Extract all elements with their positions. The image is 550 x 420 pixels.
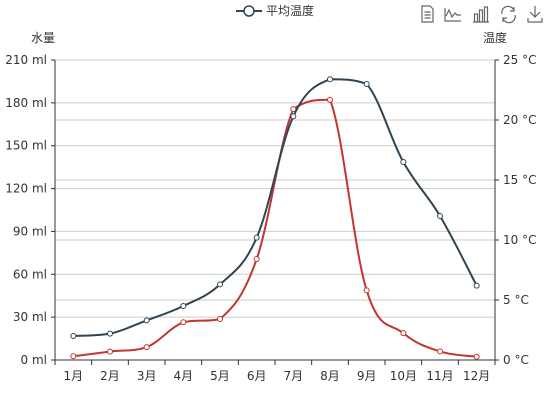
data-point-temperature[interactable] xyxy=(217,281,223,288)
data-point-water[interactable] xyxy=(473,353,480,360)
series-line-water xyxy=(73,98,477,358)
y-left-tick-label: 120 ml xyxy=(5,182,47,196)
y-right-tick-label: 25 °C xyxy=(503,53,536,67)
y-right-tick-label: 0 °C xyxy=(503,353,529,367)
y-left-tick-label: 210 ml xyxy=(5,53,47,67)
x-tick-label: 8月 xyxy=(320,369,340,383)
data-point-water[interactable] xyxy=(327,96,333,103)
x-tick-label: 4月 xyxy=(174,369,194,383)
x-tick-label: 1月 xyxy=(64,369,84,383)
data-point-water[interactable] xyxy=(217,316,223,322)
x-tick-label: 2月 xyxy=(100,369,120,383)
x-tick-label: 12月 xyxy=(463,369,490,383)
y-left-tick-label: 30 ml xyxy=(13,310,47,324)
series-layer xyxy=(70,76,480,360)
y-right-axis-name: 温度 xyxy=(483,30,507,45)
data-point-temperature[interactable] xyxy=(107,330,113,337)
y-right-tick-label: 15 °C xyxy=(503,173,536,187)
data-point-water[interactable] xyxy=(253,256,260,262)
x-tick-label: 11月 xyxy=(426,369,453,383)
y-left-tick-label: 0 ml xyxy=(21,353,47,367)
series-line-temperature xyxy=(73,78,478,337)
y-left-tick-label: 90 ml xyxy=(13,224,47,238)
legend[interactable]: 平均温度 xyxy=(236,3,314,18)
toolbox xyxy=(421,5,543,24)
y-left-tick-label: 60 ml xyxy=(13,267,47,281)
y-right-tick-label: 5 °C xyxy=(503,293,529,307)
y-right-tick-label: 20 °C xyxy=(503,113,536,127)
data-view-icon[interactable] xyxy=(421,5,434,23)
data-point-temperature[interactable] xyxy=(143,317,150,324)
data-point-water[interactable] xyxy=(180,319,187,326)
data-point-temperature[interactable] xyxy=(363,81,370,87)
data-point-temperature[interactable] xyxy=(70,333,77,339)
data-point-water[interactable] xyxy=(143,344,150,351)
data-point-water[interactable] xyxy=(70,353,77,360)
grid-lines xyxy=(55,59,495,318)
y-right-tick-label: 10 °C xyxy=(503,233,536,247)
x-tick-label: 6月 xyxy=(247,369,267,383)
data-point-water[interactable] xyxy=(437,348,443,355)
bar-chart-icon[interactable] xyxy=(473,6,489,23)
restore-icon[interactable] xyxy=(501,5,516,24)
axes: 0 ml 30 ml 60 ml 90 ml 120 ml 150 ml 180 ml 210… xyxy=(5,30,536,383)
x-tick-label: 10月 xyxy=(390,369,417,383)
x-tick-label: 3月 xyxy=(137,369,157,383)
save-image-icon[interactable] xyxy=(527,6,543,23)
data-point-temperature[interactable] xyxy=(253,234,260,241)
data-point-water[interactable] xyxy=(400,330,407,337)
y-left-tick-label: 150 ml xyxy=(5,139,47,153)
legend-label[interactable]: 平均温度 xyxy=(266,3,314,18)
data-point-water[interactable] xyxy=(107,348,113,355)
data-point-temperature[interactable] xyxy=(327,76,333,83)
data-point-temperature[interactable] xyxy=(290,113,297,120)
data-point-temperature[interactable] xyxy=(180,303,187,309)
y-left-axis-name: 水量 xyxy=(31,31,55,45)
line-chart-icon[interactable] xyxy=(444,8,461,22)
x-tick-label: 9月 xyxy=(357,369,377,383)
data-point-water[interactable] xyxy=(363,287,370,294)
legend-circle-icon xyxy=(243,5,255,17)
data-point-temperature[interactable] xyxy=(473,282,480,289)
x-tick-label: 7月 xyxy=(284,369,304,383)
y-left-tick-label: 180 ml xyxy=(5,96,47,110)
x-tick-label: 5月 xyxy=(210,369,230,383)
data-point-temperature[interactable] xyxy=(400,159,407,165)
data-point-temperature[interactable] xyxy=(437,213,443,219)
